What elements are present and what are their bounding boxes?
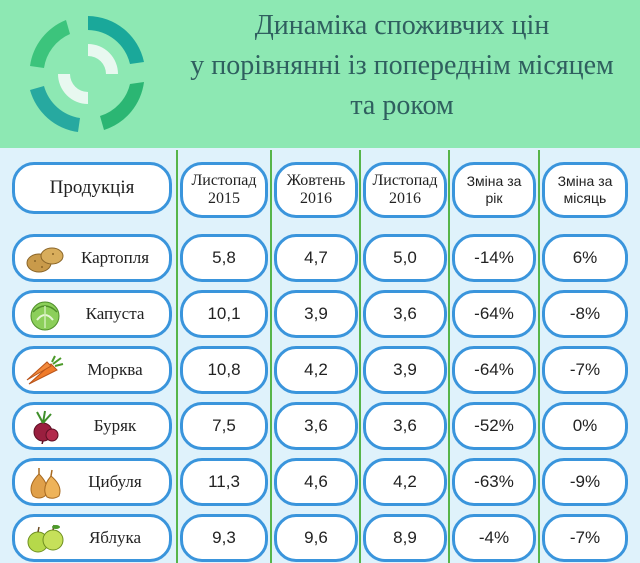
header-nov-2016-line2: 2016 bbox=[388, 190, 421, 207]
product-name: Капуста bbox=[85, 304, 145, 323]
cell-month-change: -8% bbox=[542, 290, 628, 338]
header-year-change-line2: рік bbox=[485, 190, 503, 206]
cell-nov-2015: 10,8 bbox=[180, 346, 268, 394]
cabbage-icon bbox=[25, 298, 65, 332]
beet-icon bbox=[25, 410, 65, 445]
title-line-2: у порівнянні із попереднім місяцем bbox=[190, 50, 614, 81]
product-row: Цибуля bbox=[12, 458, 172, 506]
cell-month-change: -9% bbox=[542, 458, 628, 506]
product-name: Буряк bbox=[93, 416, 137, 435]
header-year-change: Зміна за рік bbox=[452, 162, 536, 218]
header-month-change-line1: Зміна за bbox=[557, 173, 613, 189]
cell-nov-2016: 5,0 bbox=[363, 234, 447, 282]
cell-month-change: 0% bbox=[542, 402, 628, 450]
logo-icon bbox=[30, 16, 144, 132]
cell-nov-2016: 8,9 bbox=[363, 514, 447, 562]
grid-line bbox=[176, 150, 178, 563]
cell-nov-2016: 3,9 bbox=[363, 346, 447, 394]
cell-year-change: -64% bbox=[452, 346, 536, 394]
cell-year-change: -64% bbox=[452, 290, 536, 338]
header-nov-2015-line2: 2015 bbox=[207, 190, 240, 207]
cell-nov-2015: 5,8 bbox=[180, 234, 268, 282]
cell-nov-2015: 10,1 bbox=[180, 290, 268, 338]
cell-nov-2016: 3,6 bbox=[363, 402, 447, 450]
product-row: Яблука bbox=[12, 514, 172, 562]
product-row: Картопля bbox=[12, 234, 172, 282]
product-name: Цибуля bbox=[88, 472, 142, 491]
product-row: Буряк bbox=[12, 402, 172, 450]
cell-oct-2016: 4,7 bbox=[274, 234, 358, 282]
header-banner: Динаміка споживчих цін у порівнянні із п… bbox=[0, 0, 640, 148]
carrot-icon bbox=[25, 354, 65, 388]
grid-line bbox=[538, 150, 540, 563]
cell-month-change: -7% bbox=[542, 514, 628, 562]
grid-line bbox=[359, 150, 361, 563]
header-product: Продукція bbox=[12, 162, 172, 214]
potato-icon bbox=[25, 242, 65, 276]
cell-oct-2016: 4,2 bbox=[274, 346, 358, 394]
cell-year-change: -52% bbox=[452, 402, 536, 450]
header-month-change-line2: місяць bbox=[563, 190, 607, 206]
cell-year-change: -4% bbox=[452, 514, 536, 562]
cell-nov-2016: 4,2 bbox=[363, 458, 447, 506]
product-name: Морква bbox=[87, 360, 143, 379]
cell-nov-2015: 9,3 bbox=[180, 514, 268, 562]
product-name: Картопля bbox=[80, 248, 150, 267]
header-product-label: Продукція bbox=[49, 177, 135, 198]
cell-year-change: -14% bbox=[452, 234, 536, 282]
product-name: Яблука bbox=[88, 528, 142, 547]
header-nov-2015-line1: Листопад bbox=[191, 172, 257, 189]
page-title: Динаміка споживчих цін у порівнянні із п… bbox=[172, 6, 632, 126]
product-row: Морква bbox=[12, 346, 172, 394]
cell-month-change: -7% bbox=[542, 346, 628, 394]
title-line-1: Динаміка споживчих цін bbox=[254, 10, 550, 41]
product-row: Капуста bbox=[12, 290, 172, 338]
cell-oct-2016: 4,6 bbox=[274, 458, 358, 506]
header-oct-2016-line1: Жовтень bbox=[286, 172, 346, 189]
grid-line bbox=[270, 150, 272, 563]
cell-month-change: 6% bbox=[542, 234, 628, 282]
cell-year-change: -63% bbox=[452, 458, 536, 506]
cell-nov-2015: 7,5 bbox=[180, 402, 268, 450]
header-year-change-line1: Зміна за bbox=[466, 173, 522, 189]
title-line-3: та роком bbox=[350, 90, 454, 121]
cell-nov-2016: 3,6 bbox=[363, 290, 447, 338]
header-nov-2016: Листопад 2016 bbox=[363, 162, 447, 218]
cell-oct-2016: 3,9 bbox=[274, 290, 358, 338]
onion-icon bbox=[25, 466, 65, 500]
header-nov-2015: Листопад 2015 bbox=[180, 162, 268, 218]
header-nov-2016-line1: Листопад bbox=[372, 172, 438, 189]
cell-oct-2016: 3,6 bbox=[274, 402, 358, 450]
header-oct-2016: Жовтень 2016 bbox=[274, 162, 358, 218]
cell-oct-2016: 9,6 bbox=[274, 514, 358, 562]
header-month-change: Зміна за місяць bbox=[542, 162, 628, 218]
grid-line bbox=[448, 150, 450, 563]
apple-icon bbox=[25, 522, 65, 556]
header-oct-2016-line2: 2016 bbox=[299, 190, 332, 207]
cell-nov-2015: 11,3 bbox=[180, 458, 268, 506]
